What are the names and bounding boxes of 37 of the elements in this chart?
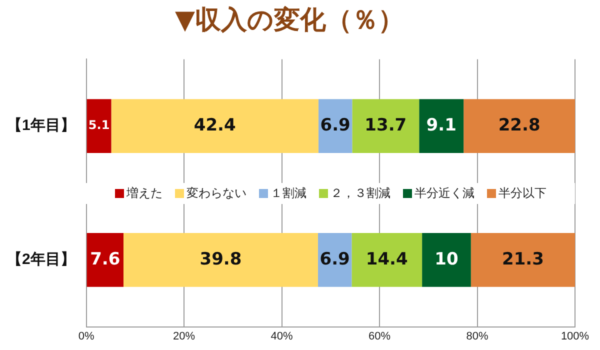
data-label: 14.4: [366, 249, 408, 270]
bar: [464, 99, 575, 154]
data-label: 10: [434, 249, 458, 270]
data-label: 13.7: [364, 116, 407, 136]
bar: [86, 232, 124, 287]
data-label: 7.6: [90, 249, 120, 270]
data-label: 42.4: [194, 116, 236, 136]
chart-title: ▼収入の変化（％）: [175, 5, 404, 36]
x-tick-label: 40%: [270, 330, 294, 342]
legend-label: 増えた: [126, 185, 163, 202]
data-label: 6.9: [320, 116, 350, 136]
data-label: 21.3: [502, 249, 544, 270]
legend-label: 半分近く減: [414, 185, 475, 202]
bar: [470, 232, 575, 287]
bar: [111, 99, 318, 154]
x-tick-label: 100%: [560, 330, 590, 342]
bar: [419, 99, 464, 154]
data-label: 6.9: [320, 249, 350, 270]
x-tick-label: 20%: [173, 330, 196, 342]
data-label: 5.1: [88, 118, 110, 132]
bar: [123, 232, 318, 287]
y-tick-label: 【1年目】: [7, 117, 76, 134]
x-tick-label: 80%: [466, 330, 488, 342]
bar: [86, 99, 112, 154]
y-tick-label: 【2年目】: [7, 251, 76, 268]
data-label: 22.8: [498, 116, 540, 136]
legend-label: ２，３割減: [330, 185, 391, 202]
data-label: 39.8: [200, 249, 242, 270]
x-tick-label: 0%: [78, 330, 95, 342]
x-tick-label: 60%: [368, 330, 391, 342]
bar: [352, 232, 422, 287]
legend-label: 変わらない: [186, 185, 247, 202]
data-label: 9.1: [426, 116, 456, 136]
bar: [352, 99, 420, 154]
bar: [422, 232, 471, 287]
legend-label: １割減: [270, 185, 307, 202]
legend-label: 半分以下: [498, 185, 547, 202]
